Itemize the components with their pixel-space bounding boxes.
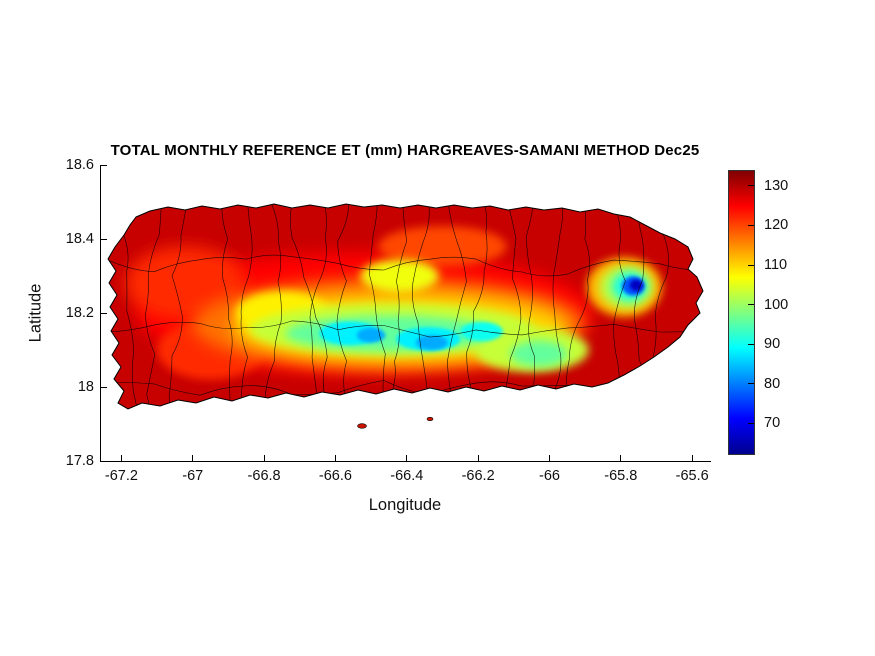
x-tick-mark <box>192 455 194 461</box>
x-tick-mark <box>691 455 693 461</box>
municipality-border <box>309 204 327 409</box>
x-tick-label: -65.8 <box>604 468 638 484</box>
x-tick-label: -66.4 <box>390 468 424 484</box>
colorbar-tick-mark <box>748 304 754 306</box>
colorbar-tick-mark <box>748 343 754 345</box>
municipality-border <box>612 204 627 409</box>
y-tick-label: 18 <box>77 379 94 395</box>
et-zone <box>125 246 247 321</box>
municipality-border <box>264 204 282 409</box>
colorbar-tick-label: 130 <box>764 177 789 194</box>
x-tick-mark <box>263 455 265 461</box>
x-tick-label: -66.6 <box>318 468 352 484</box>
colorbar-tick-label: 90 <box>764 336 781 353</box>
y-tick-label: 18.4 <box>65 231 94 247</box>
municipality-border <box>290 204 329 409</box>
y-tick-label: 18.6 <box>65 157 94 173</box>
colorbar-tick-label: 100 <box>764 296 789 313</box>
puerto-rico-et-map <box>107 203 704 429</box>
colorbar <box>728 170 755 455</box>
x-axis-line <box>100 461 711 462</box>
municipality-border <box>465 204 488 409</box>
et-zone <box>460 321 504 342</box>
colorbar-tick-mark <box>748 422 754 424</box>
x-tick-mark <box>548 455 550 461</box>
et-zone <box>360 259 439 293</box>
colorbar-tick-label: 80 <box>764 375 781 392</box>
y-tick-mark <box>101 238 107 240</box>
et-zone <box>378 226 507 267</box>
municipality-border <box>216 204 233 409</box>
municipality-border <box>145 204 162 409</box>
et-zone <box>510 340 568 367</box>
et-contour-field <box>125 226 662 380</box>
municipality-border <box>108 320 703 338</box>
municipality-border <box>495 204 522 409</box>
colorbar-tick-label: 120 <box>764 217 789 234</box>
x-tick-label: -65.6 <box>675 468 709 484</box>
x-tick-mark <box>406 455 408 461</box>
x-tick-label: -66 <box>538 468 560 484</box>
municipality-border <box>652 204 669 409</box>
colorbar-tick-label: 110 <box>764 257 788 273</box>
colorbar-tick-mark <box>748 264 754 266</box>
x-axis-label: Longitude <box>368 496 442 514</box>
et-zone <box>356 327 386 343</box>
municipality-border <box>634 204 657 409</box>
islet <box>426 417 434 422</box>
y-axis-line <box>100 165 101 462</box>
x-tick-label: -66.8 <box>247 468 281 484</box>
colorbar-tick-label: 70 <box>764 415 781 432</box>
y-tick-mark <box>101 460 107 462</box>
et-zone <box>629 279 643 291</box>
municipality-border <box>565 204 590 409</box>
island-coastline <box>107 203 704 410</box>
x-tick-label: -67.2 <box>104 468 138 484</box>
colorbar-tick-mark <box>748 224 754 226</box>
y-tick-mark <box>101 312 107 314</box>
offshore-islets <box>357 417 434 429</box>
municipality-border <box>336 204 366 409</box>
y-tick-mark <box>101 164 107 166</box>
chart-title: TOTAL MONTHLY REFERENCE ET (mm) HARGREAV… <box>110 142 700 159</box>
x-tick-mark <box>120 455 122 461</box>
municipality-border <box>168 204 189 409</box>
municipality-border <box>368 204 393 409</box>
y-tick-label: 17.8 <box>65 453 94 469</box>
x-tick-mark <box>620 455 622 461</box>
municipality-border <box>550 204 563 409</box>
municipality-border <box>240 204 253 409</box>
et-zone <box>415 335 448 350</box>
x-tick-mark <box>477 455 479 461</box>
x-tick-label: -67 <box>182 468 204 484</box>
municipality-border <box>526 204 536 409</box>
colorbar-tick-mark <box>748 185 754 187</box>
municipality-border <box>439 204 467 409</box>
y-tick-mark <box>101 386 107 388</box>
municipality-border <box>384 204 408 409</box>
x-tick-label: -66.2 <box>461 468 495 484</box>
municipality-border <box>412 204 438 409</box>
plot-area <box>100 165 710 461</box>
municipality-border <box>108 254 703 277</box>
x-tick-mark <box>334 455 336 461</box>
colorbar-tick-mark <box>748 383 754 385</box>
y-tick-label: 18.2 <box>65 305 94 321</box>
islet <box>357 423 367 429</box>
